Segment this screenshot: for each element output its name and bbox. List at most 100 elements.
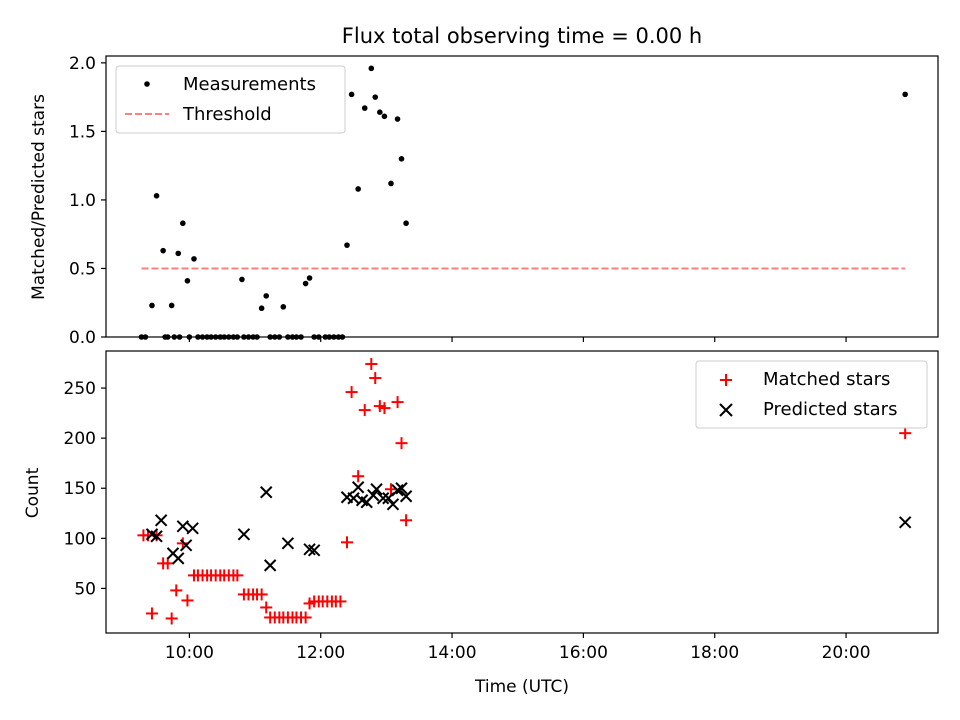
measurement-point bbox=[175, 250, 182, 257]
top-panel: 0.00.51.01.52.0 Matched/Predicted stars … bbox=[29, 54, 939, 348]
measurement-point bbox=[258, 305, 265, 312]
legend-measurements-label: Measurements bbox=[183, 74, 316, 95]
matched-star-point bbox=[334, 595, 347, 608]
predicted-star-point bbox=[376, 492, 390, 505]
bottom-plot-frame bbox=[105, 350, 939, 634]
bottom-y-tick-label: 200 bbox=[64, 429, 96, 449]
chart-title: Flux total observing time = 0.00 h bbox=[342, 24, 702, 48]
predicted-star-point bbox=[307, 544, 321, 557]
top-y-axis: 0.0 0.5 1.0 1.5 2.0 bbox=[69, 54, 106, 348]
bottom-y-tick-label: 100 bbox=[64, 529, 96, 549]
predicted-star-point bbox=[898, 516, 912, 529]
predicted-star-point bbox=[367, 489, 380, 502]
bottom-y-tick-label: 50 bbox=[74, 579, 96, 599]
top-legend-box bbox=[115, 65, 346, 134]
measurement-point bbox=[263, 293, 270, 299]
predicted-star-point bbox=[260, 486, 273, 499]
top-y-tick-label: 0.0 bbox=[69, 328, 96, 348]
matched-stars-series bbox=[137, 358, 912, 625]
predicted-star-point bbox=[386, 498, 400, 511]
top-y-tick-label: 1.5 bbox=[69, 122, 96, 142]
matched-star-point bbox=[145, 607, 158, 620]
measurement-point bbox=[381, 113, 388, 120]
legend-predicted-marker bbox=[719, 403, 733, 417]
x-tick-label: 12:00 bbox=[296, 643, 345, 663]
predicted-star-point bbox=[237, 528, 251, 541]
top-y-tick-label: 2.0 bbox=[69, 54, 96, 74]
matched-star-point bbox=[299, 611, 312, 624]
matched-star-point bbox=[384, 483, 397, 496]
x-tick-label: 10:00 bbox=[165, 643, 214, 663]
matched-star-point bbox=[391, 396, 404, 409]
top-y-tick-label: 1.0 bbox=[69, 191, 96, 211]
legend-measurements-marker bbox=[144, 81, 150, 87]
matched-star-point bbox=[260, 601, 273, 614]
measurement-point bbox=[184, 278, 191, 284]
bottom-legend-box bbox=[695, 360, 928, 429]
measurement-point bbox=[377, 109, 383, 115]
predicted-star-point bbox=[399, 490, 413, 503]
matched-star-point bbox=[345, 386, 358, 399]
predicted-star-point bbox=[395, 482, 408, 495]
legend-predicted-label: Predicted stars bbox=[763, 399, 897, 420]
measurement-point bbox=[361, 105, 368, 111]
predicted-star-point bbox=[370, 483, 383, 496]
measurement-point bbox=[902, 91, 908, 98]
measurement-point bbox=[280, 304, 287, 310]
x-tick-label: 18:00 bbox=[690, 643, 739, 663]
measurement-point bbox=[239, 276, 245, 283]
measurement-point bbox=[344, 242, 350, 248]
measurement-point bbox=[398, 156, 405, 162]
x-tick-label: 20:00 bbox=[822, 643, 871, 663]
bottom-x-axis: 10:00 12:00 14:00 16:00 18:00 20:00 bbox=[165, 633, 871, 663]
predicted-star-point bbox=[303, 543, 316, 556]
bottom-y-tick-label: 150 bbox=[64, 479, 96, 499]
legend-matched-marker bbox=[720, 374, 732, 386]
predicted-star-point bbox=[172, 552, 185, 565]
matched-star-point bbox=[365, 358, 378, 371]
matched-star-point bbox=[255, 588, 268, 601]
predicted-star-point bbox=[150, 530, 163, 543]
matched-star-point bbox=[358, 404, 371, 417]
matched-star-point bbox=[400, 514, 413, 527]
bottom-legend: Matched stars Predicted stars bbox=[695, 360, 928, 429]
matched-star-point bbox=[369, 372, 382, 385]
legend-matched-label: Matched stars bbox=[763, 369, 890, 390]
measurement-point bbox=[372, 94, 379, 100]
predicted-star-point bbox=[179, 539, 193, 552]
predicted-star-point bbox=[186, 522, 199, 535]
bottom-y-axis: 50 100 150 200 250 bbox=[64, 379, 106, 599]
matched-star-point bbox=[340, 536, 353, 549]
measurement-point bbox=[180, 220, 186, 227]
x-tick-label: 14:00 bbox=[428, 643, 477, 663]
predicted-star-point bbox=[351, 481, 365, 494]
measurement-point bbox=[348, 91, 355, 98]
top-legend: Measurements Threshold bbox=[115, 65, 346, 134]
matched-star-point bbox=[231, 569, 244, 582]
bottom-y-tick-label: 250 bbox=[64, 379, 96, 399]
measurement-point bbox=[302, 280, 309, 287]
x-axis-label: Time (UTC) bbox=[474, 677, 569, 697]
top-y-axis-label: Matched/Predicted stars bbox=[29, 94, 49, 300]
matched-star-point bbox=[352, 470, 365, 483]
measurement-point bbox=[394, 116, 401, 122]
measurement-point bbox=[191, 256, 197, 262]
measurement-point bbox=[368, 65, 375, 72]
x-tick-label: 16:00 bbox=[559, 643, 608, 663]
matched-star-point bbox=[165, 612, 178, 625]
predicted-star-point bbox=[281, 537, 295, 550]
predicted-stars-series bbox=[145, 481, 912, 572]
bottom-panel: 50 100 150 200 250 10:00 12:00 14:00 16:00 18:00… bbox=[23, 350, 939, 697]
matched-star-point bbox=[378, 402, 391, 415]
measurement-point bbox=[149, 302, 155, 309]
measurement-point bbox=[160, 247, 166, 254]
matched-star-point bbox=[181, 594, 194, 607]
measurement-point bbox=[403, 220, 409, 227]
measurement-point bbox=[153, 193, 160, 199]
matched-star-point bbox=[395, 437, 408, 450]
matched-star-point bbox=[161, 557, 174, 570]
bottom-y-axis-label: Count bbox=[23, 467, 43, 518]
top-y-tick-label: 0.5 bbox=[69, 259, 96, 279]
predicted-star-point bbox=[154, 514, 168, 527]
